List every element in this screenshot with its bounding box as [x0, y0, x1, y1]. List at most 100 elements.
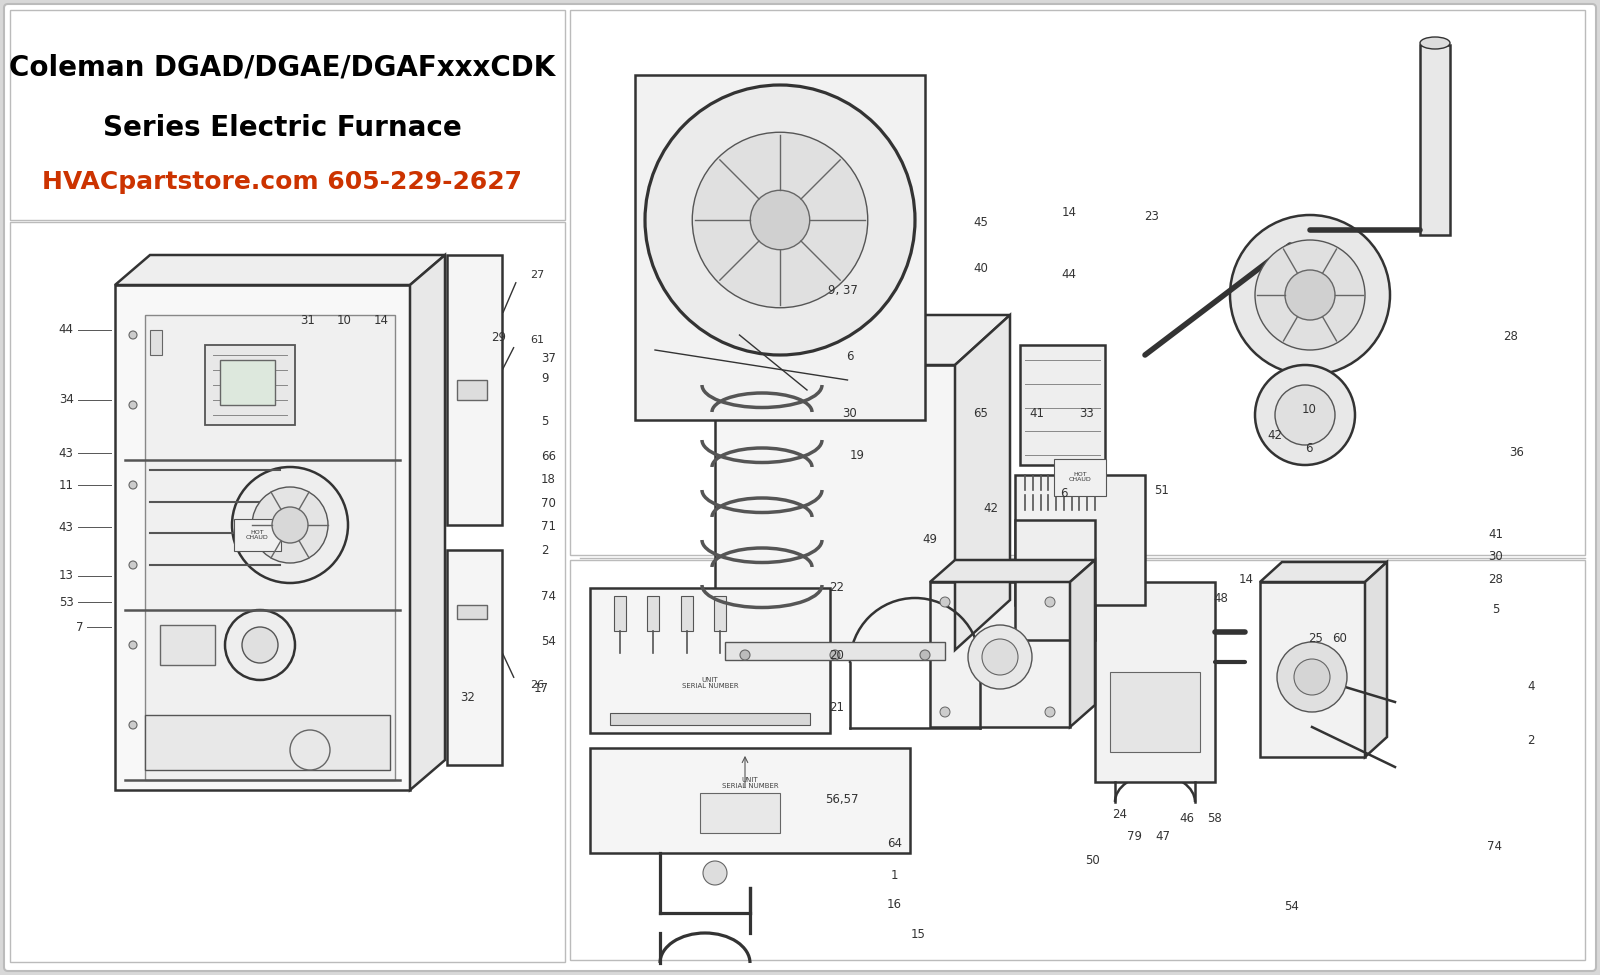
Text: 65: 65	[973, 407, 989, 420]
Text: Series Electric Furnace: Series Electric Furnace	[102, 114, 461, 142]
Bar	[1014, 520, 1094, 640]
Text: 37: 37	[541, 352, 555, 366]
Text: 70: 70	[541, 496, 555, 510]
Circle shape	[130, 331, 138, 339]
Polygon shape	[930, 560, 1094, 582]
Circle shape	[1285, 270, 1334, 320]
Text: 6: 6	[1306, 442, 1312, 455]
Polygon shape	[115, 255, 445, 285]
Text: 14: 14	[373, 314, 389, 328]
Polygon shape	[715, 315, 1010, 365]
Text: 60: 60	[1331, 632, 1347, 645]
Text: 74: 74	[541, 590, 555, 604]
Text: 20: 20	[829, 648, 845, 662]
Text: 51: 51	[1154, 484, 1170, 497]
Bar	[1110, 672, 1200, 752]
Bar	[115, 285, 410, 790]
Bar	[590, 588, 830, 733]
Bar	[1014, 475, 1146, 605]
Text: 47: 47	[1155, 830, 1171, 843]
Text: 21: 21	[829, 701, 845, 715]
Text: 23: 23	[1144, 210, 1160, 223]
Text: 1: 1	[891, 869, 898, 882]
FancyBboxPatch shape	[234, 519, 282, 551]
Text: HOT
CHAUD: HOT CHAUD	[246, 529, 269, 540]
Bar	[648, 596, 659, 631]
Circle shape	[1230, 215, 1390, 375]
Bar	[930, 582, 1070, 727]
Circle shape	[645, 85, 915, 355]
Bar	[160, 625, 214, 665]
Text: 27: 27	[530, 270, 544, 280]
Circle shape	[941, 597, 950, 607]
Text: 25: 25	[1307, 632, 1323, 645]
Circle shape	[702, 861, 726, 885]
Circle shape	[1275, 385, 1334, 445]
Bar	[714, 596, 726, 631]
Polygon shape	[955, 315, 1010, 650]
Bar	[150, 330, 162, 355]
Text: 28: 28	[1488, 572, 1504, 586]
Text: 42: 42	[1267, 429, 1283, 443]
Text: 41: 41	[1488, 527, 1504, 541]
Polygon shape	[410, 255, 445, 790]
Text: 5: 5	[1493, 603, 1499, 616]
Text: 28: 28	[1502, 330, 1518, 343]
Text: 66: 66	[541, 449, 555, 463]
Bar	[701, 793, 781, 833]
Text: 31: 31	[299, 314, 315, 328]
Text: 56,57: 56,57	[826, 793, 858, 806]
FancyBboxPatch shape	[3, 4, 1597, 971]
Bar	[635, 75, 925, 420]
Text: 6: 6	[846, 350, 853, 364]
Text: 10: 10	[1301, 403, 1317, 416]
Bar	[146, 315, 395, 780]
Text: 64: 64	[886, 837, 902, 850]
Text: 22: 22	[829, 581, 845, 595]
Polygon shape	[458, 380, 486, 400]
Text: 54: 54	[541, 635, 555, 648]
Bar	[446, 550, 502, 765]
Circle shape	[750, 190, 810, 250]
Circle shape	[1254, 240, 1365, 350]
FancyBboxPatch shape	[570, 10, 1586, 555]
Circle shape	[232, 467, 349, 583]
Circle shape	[130, 561, 138, 569]
Text: 17: 17	[533, 682, 549, 695]
Text: 2: 2	[1528, 734, 1534, 748]
Text: 14: 14	[1061, 206, 1077, 219]
Text: 53: 53	[59, 596, 74, 608]
Text: 74: 74	[1486, 839, 1502, 853]
Text: 50: 50	[1085, 854, 1101, 868]
Polygon shape	[1070, 560, 1094, 727]
Circle shape	[693, 133, 867, 308]
Text: 11: 11	[59, 479, 74, 491]
Text: 58: 58	[1206, 812, 1222, 826]
Circle shape	[253, 487, 328, 563]
Text: 41: 41	[1029, 407, 1045, 420]
Text: 19: 19	[850, 448, 866, 462]
Circle shape	[1254, 365, 1355, 465]
Circle shape	[226, 610, 294, 680]
Text: 7: 7	[75, 621, 83, 634]
Text: 46: 46	[1179, 812, 1195, 826]
Text: 2: 2	[541, 544, 549, 558]
Text: 13: 13	[59, 569, 74, 582]
Bar	[1421, 45, 1450, 235]
Circle shape	[1277, 642, 1347, 712]
Text: 24: 24	[1112, 807, 1128, 821]
Text: 36: 36	[1509, 446, 1525, 459]
Text: 30: 30	[1488, 550, 1504, 564]
Text: 6: 6	[1061, 487, 1067, 500]
FancyBboxPatch shape	[205, 345, 294, 425]
Circle shape	[290, 730, 330, 770]
Circle shape	[920, 650, 930, 660]
Text: 34: 34	[59, 393, 74, 407]
Text: 26: 26	[530, 680, 544, 690]
Bar	[146, 715, 390, 770]
Text: 79: 79	[1126, 830, 1142, 843]
Text: 40: 40	[973, 261, 989, 275]
Text: 5: 5	[541, 414, 549, 428]
Circle shape	[1045, 597, 1054, 607]
Text: 42: 42	[982, 502, 998, 516]
